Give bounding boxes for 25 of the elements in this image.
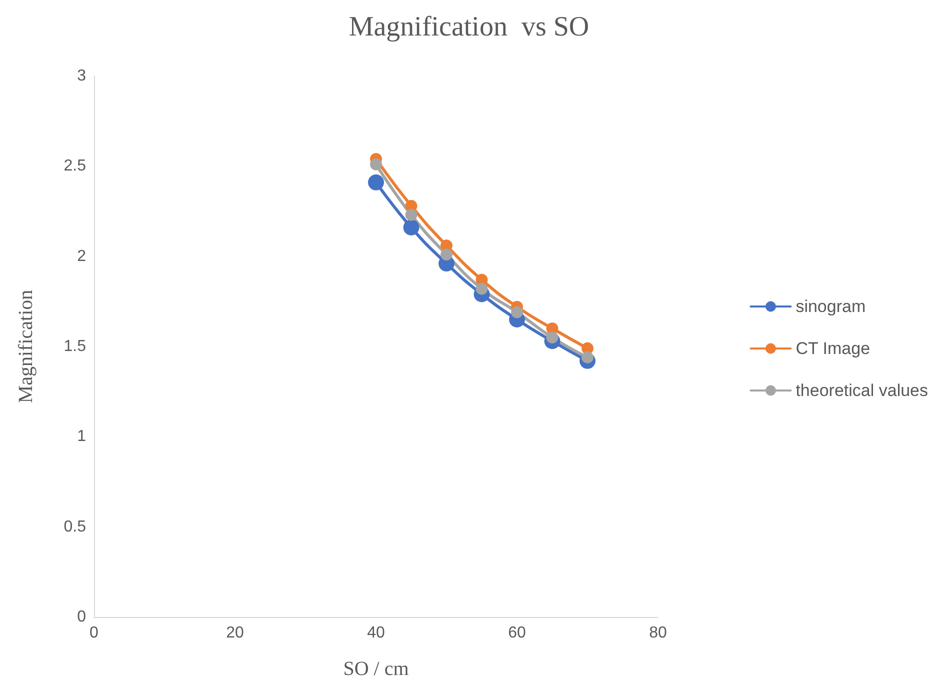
x-tick-label: 0: [90, 624, 99, 642]
y-tick-label: 2: [77, 248, 86, 265]
y-tick-label: 1: [77, 428, 86, 446]
y-tick-label: 1.5: [64, 338, 86, 355]
point: [370, 158, 382, 170]
x-tick-label: 40: [367, 624, 385, 642]
y-tick-label: 0: [77, 608, 86, 626]
point: [368, 174, 384, 190]
point: [405, 208, 418, 221]
x-tick-label: 20: [226, 624, 244, 642]
legend-label: theoretical values: [796, 381, 928, 400]
point: [403, 219, 420, 236]
x-tick-label: 80: [649, 624, 667, 642]
point: [440, 248, 452, 261]
y-tick-label: 0.5: [64, 518, 86, 536]
legend-label: CT Image: [796, 339, 870, 358]
x-axis-title: SO / cm: [343, 658, 410, 680]
x-tick-label: 60: [508, 624, 526, 642]
point: [511, 306, 523, 318]
y-tick-label: 2.5: [64, 158, 86, 175]
legend-label: sinogram: [796, 297, 866, 316]
y-tick-label: 3: [77, 68, 86, 84]
y-axis-title: Magnification: [15, 290, 37, 404]
point: [476, 282, 488, 295]
chart-title: Magnification vs SO: [348, 12, 590, 42]
